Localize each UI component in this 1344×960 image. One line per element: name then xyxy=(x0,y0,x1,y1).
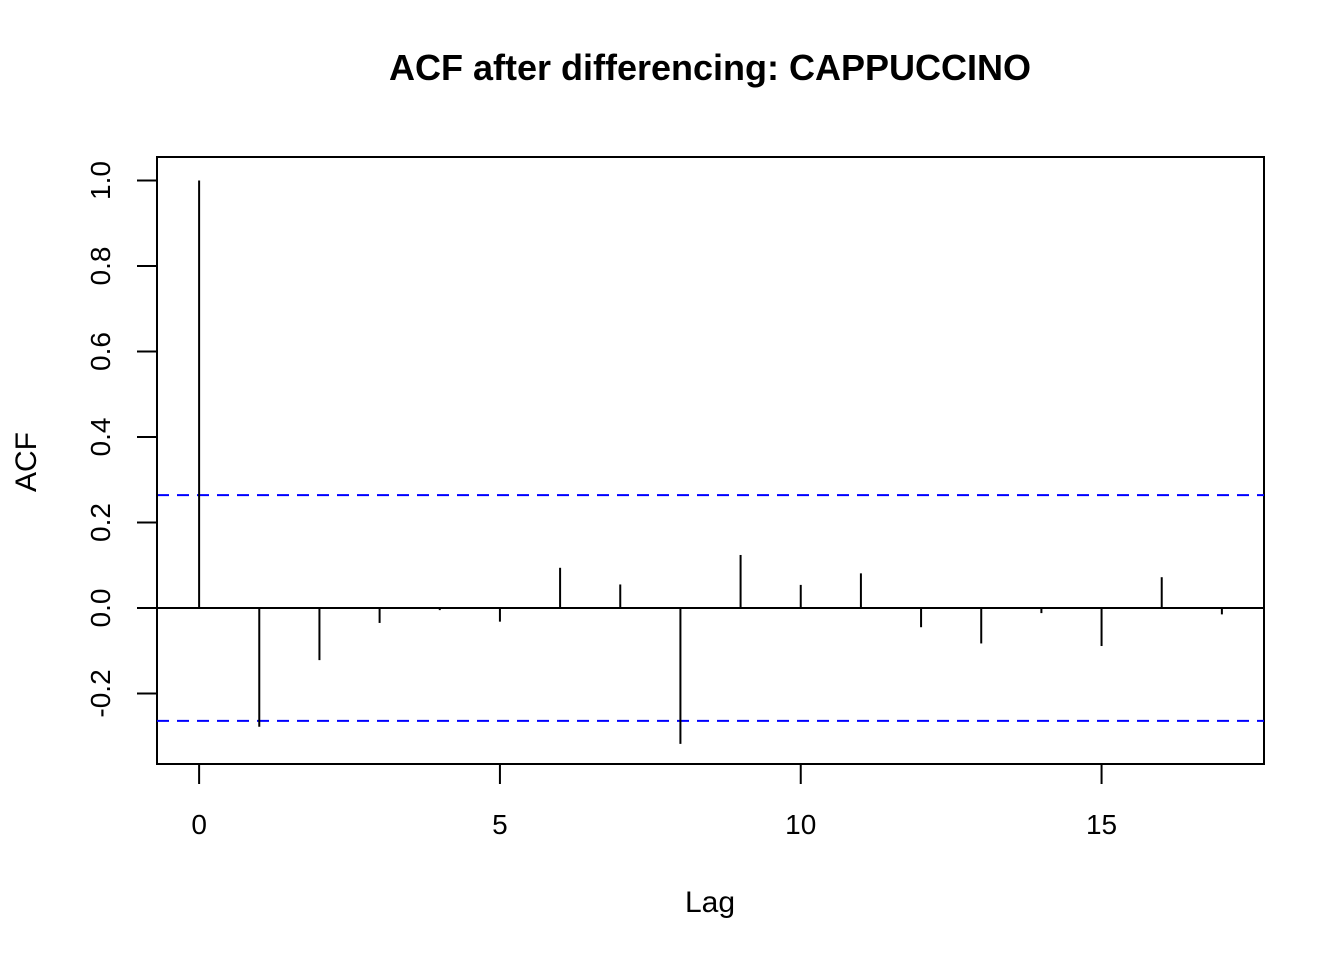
plot-frame xyxy=(156,156,1265,765)
y-tick-label: 1.0 xyxy=(85,161,116,200)
x-axis: 0 5 10 15 xyxy=(191,763,1117,840)
y-tick-label: 0.8 xyxy=(85,247,116,286)
x-tick-label: 10 xyxy=(785,809,816,840)
y-tick-label: 0.6 xyxy=(85,332,116,371)
y-axis: -0.2 0.0 0.2 0.4 0.6 0.8 1.0 xyxy=(85,161,158,718)
x-tick-label: 15 xyxy=(1086,809,1117,840)
y-tick-label: 0.2 xyxy=(85,503,116,542)
x-tick-label: 0 xyxy=(191,809,207,840)
y-tick-label: 0.0 xyxy=(85,589,116,628)
y-axis-label: ACF xyxy=(10,432,43,492)
x-tick-label: 5 xyxy=(492,809,508,840)
y-tick-label: -0.2 xyxy=(85,669,116,717)
x-axis-label: Lag xyxy=(685,886,735,919)
acf-bars xyxy=(198,180,1223,744)
chart-title: ACF after differencing: CAPPUCCINO xyxy=(389,47,1031,88)
y-tick-label: 0.4 xyxy=(85,418,116,457)
confidence-bounds xyxy=(157,494,1264,722)
